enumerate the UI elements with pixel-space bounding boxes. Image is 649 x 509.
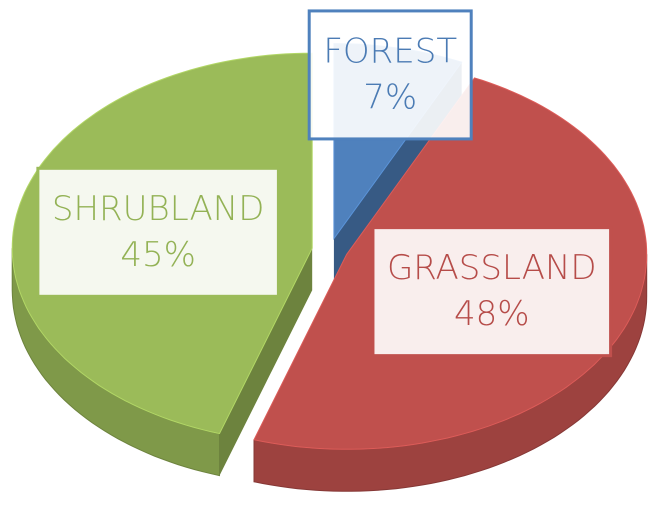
value-label: 7%	[363, 77, 417, 117]
data-label: SHRUBLAND 45%	[36, 166, 280, 298]
data-label: FOREST 7%	[307, 9, 473, 141]
slice-wall	[219, 248, 313, 476]
category-label: FOREST	[323, 31, 457, 71]
label-box	[371, 226, 613, 358]
label-box	[307, 9, 473, 141]
value-label: 45%	[120, 235, 196, 275]
category-label: SHRUBLAND	[52, 189, 265, 229]
category-label: GRASSLAND	[387, 248, 597, 288]
data-label: GRASSLAND 48%	[371, 226, 613, 358]
label-box	[36, 166, 280, 298]
value-label: 48%	[454, 294, 530, 334]
